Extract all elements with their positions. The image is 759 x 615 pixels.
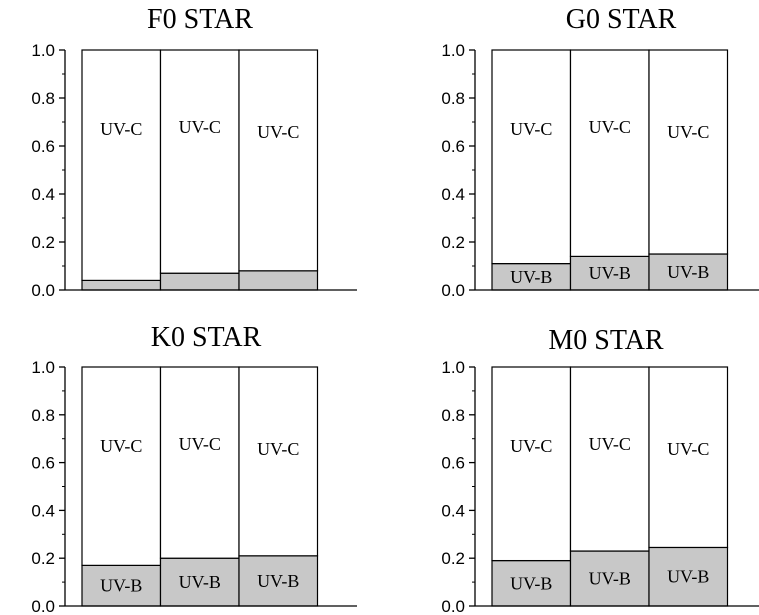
y-tick-label: 0.6 [441,454,465,473]
y-tick-label: 0.4 [31,501,55,520]
y-tick-label: 0.8 [441,406,465,425]
bar-segment-uv-c [159,366,240,559]
bar-label-uv-c: UV-C [179,434,221,454]
y-tick-label: 0.4 [441,501,465,520]
bar-label-uv-c: UV-C [257,439,299,459]
y-tick-label: 0.8 [31,89,55,108]
bar-label-uv-b: UV-B [510,267,552,287]
bar-label-uv-b: UV-B [667,567,709,587]
y-tick-label: 0.0 [441,281,465,300]
bar-segment-uv-b [159,272,240,291]
y-tick-label: 0.2 [31,549,55,568]
y-tick-label: 0.0 [31,281,55,300]
bar-segment-uv-b [81,279,162,291]
bar-segment-uv-c [238,49,319,272]
bar-label-uv-c: UV-C [257,122,299,142]
panel-m0-star: M0 STAR UV-B UV-C UV-B UV-C UV-B UV-C 0.0 0.2 0.… [441,325,759,615]
bar-label-uv-b: UV-B [257,571,299,591]
y-tick-label: 0.2 [441,549,465,568]
bar-label-uv-b: UV-B [589,263,631,283]
bar-label-uv-c: UV-C [510,119,552,139]
panel-k0-star: K0 STAR UV-B UV-C UV-B UV-C UV-B UV-C 0.0 0.2 0.… [31,322,357,615]
bar-label-uv-b: UV-B [510,573,552,593]
bar-label-uv-b: UV-B [100,576,142,596]
panel-title: K0 STAR [151,322,262,353]
panel-title: F0 STAR [147,4,253,35]
bar-segment-uv-b [81,564,162,607]
bar-label-uv-b: UV-B [589,569,631,589]
bar-label-uv-c: UV-C [100,436,142,456]
bar-segment-uv-c [491,366,572,562]
y-tick-label: 0.6 [441,137,465,156]
bar-segment-uv-b [648,546,729,607]
bar-segment-uv-b [238,270,319,291]
panel-g0-star: G0 STAR UV-B UV-C UV-B UV-C UV-B UV-C 0.0 0.2 0.… [441,4,759,300]
bar-label-uv-c: UV-C [179,117,221,137]
panel-title: G0 STAR [566,4,677,35]
bar-segment-uv-c [648,366,729,549]
bar-label-uv-c: UV-C [100,119,142,139]
y-tick-label: 0.0 [441,597,465,615]
y-tick-label: 0.0 [31,597,55,615]
bar-label-uv-c: UV-C [589,117,631,137]
y-tick-label: 0.4 [31,185,55,204]
bar-segment-uv-c [81,366,162,566]
panel-title: M0 STAR [548,325,664,356]
bar-label-uv-b: UV-B [179,572,221,592]
bar-segment-uv-b [569,550,650,607]
bar-segment-uv-b [648,253,729,291]
y-tick-label: 1.0 [31,41,55,60]
y-tick-label: 0.8 [31,406,55,425]
y-tick-label: 0.4 [441,185,465,204]
bar-label-uv-c: UV-C [667,122,709,142]
bar-label-uv-c: UV-C [589,434,631,454]
bar-segment-uv-c [569,366,650,552]
bar-segment-uv-c [491,49,572,265]
y-tick-label: 0.8 [441,89,465,108]
bar-segment-uv-b [491,559,572,607]
bar-segment-uv-c [238,366,319,557]
y-tick-label: 0.6 [31,137,55,156]
y-tick-label: 1.0 [441,358,465,377]
bar-segment-uv-c [81,49,162,281]
bar-label-uv-c: UV-C [510,436,552,456]
bar-segment-uv-b [238,555,319,607]
bar-segment-uv-c [159,49,240,274]
y-tick-label: 1.0 [31,358,55,377]
bar-segment-uv-c [648,49,729,255]
bar-label-uv-c: UV-C [667,439,709,459]
bar-segment-uv-c [569,49,650,257]
y-tick-label: 0.2 [31,233,55,252]
bar-label-uv-b: UV-B [667,262,709,282]
y-tick-label: 0.2 [441,233,465,252]
y-tick-label: 0.6 [31,454,55,473]
y-tick-label: 1.0 [441,41,465,60]
panel-f0-star: F0 STAR UV-C UV-C UV-C 0.0 0.2 0.4 0.6 0.8 1.0 [31,4,357,300]
